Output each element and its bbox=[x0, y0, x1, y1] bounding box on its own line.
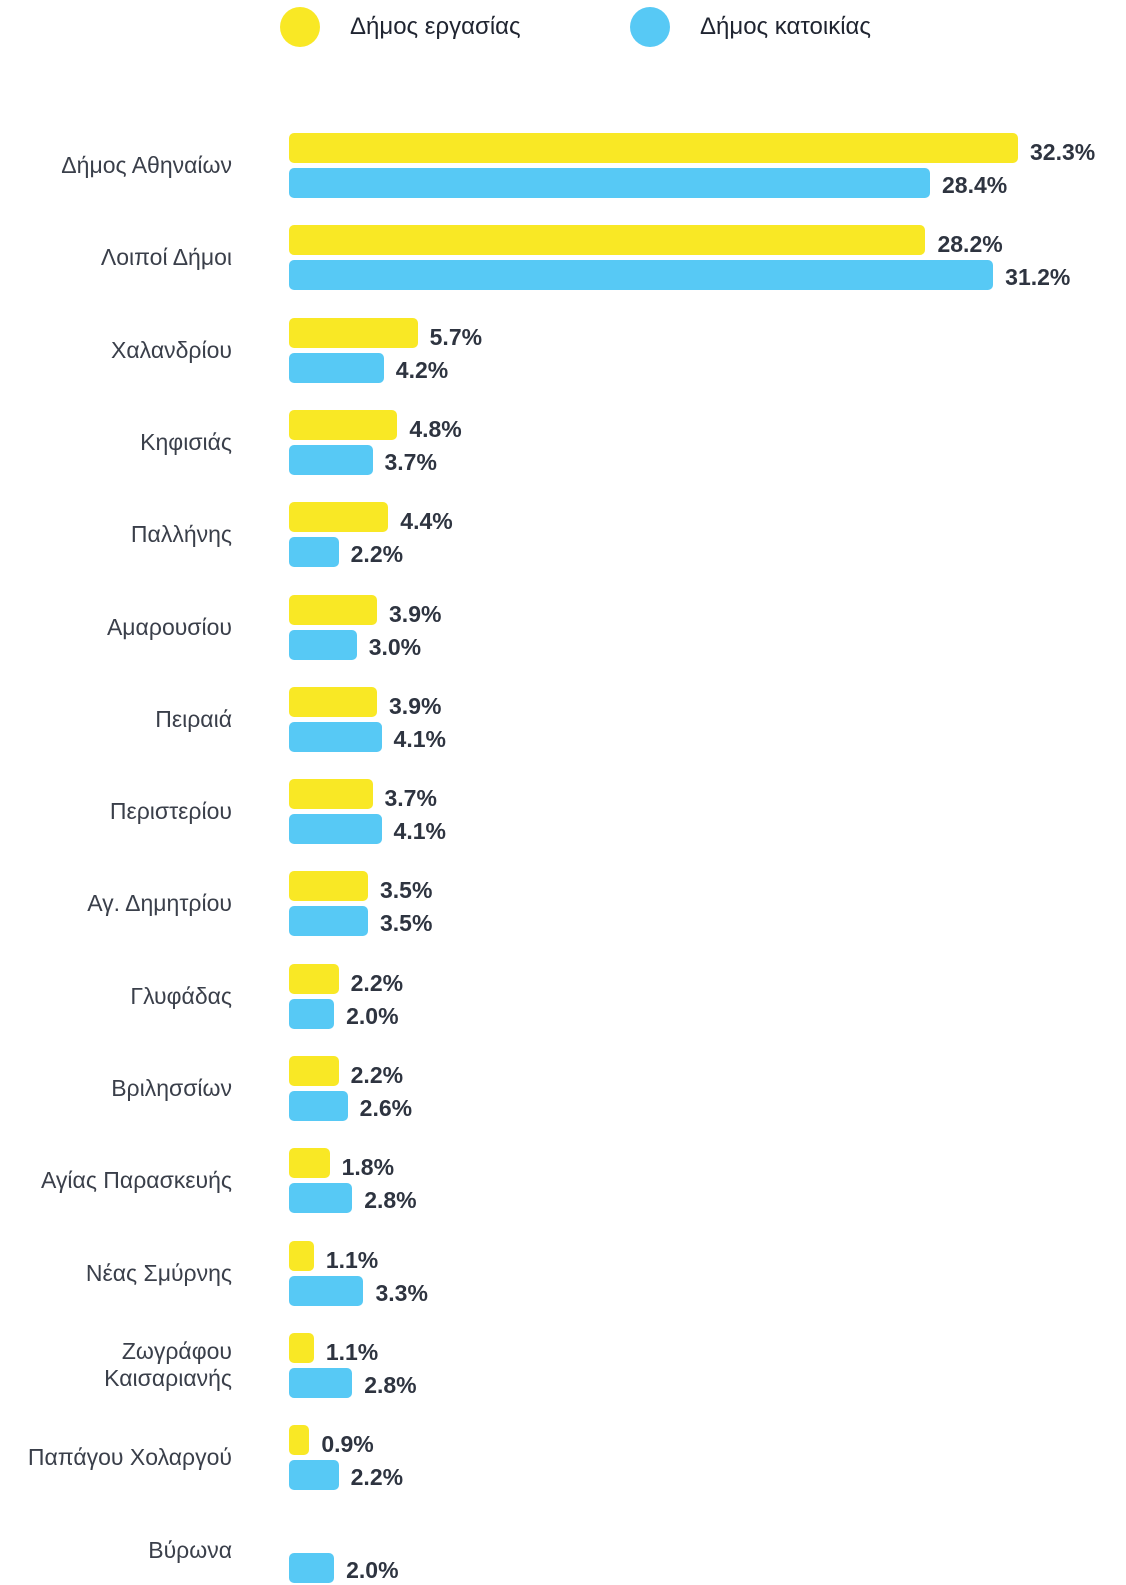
category-label: Γλυφάδας bbox=[130, 982, 232, 1009]
bar bbox=[289, 1367, 353, 1398]
bar bbox=[289, 906, 368, 937]
data-label: 2.2% bbox=[350, 1464, 404, 1491]
category-label: Πειραιά bbox=[155, 705, 232, 732]
data-label: 4.2% bbox=[395, 356, 449, 383]
bar bbox=[289, 260, 994, 291]
legend-marker bbox=[280, 7, 320, 47]
bar bbox=[289, 352, 384, 383]
category-label: Περιστερίου bbox=[109, 798, 232, 825]
bar bbox=[289, 871, 368, 902]
data-label: 28.2% bbox=[937, 231, 1003, 258]
data-label: 2.8% bbox=[364, 1371, 417, 1398]
data-label: 32.3% bbox=[1030, 139, 1096, 165]
bar bbox=[289, 1332, 314, 1363]
bar bbox=[289, 1240, 314, 1271]
category-label: Κηφισιάς bbox=[140, 428, 232, 455]
category-label: Βριλησσίων bbox=[111, 1075, 232, 1101]
data-label: 0.9% bbox=[321, 1431, 374, 1458]
bar bbox=[289, 168, 930, 198]
category-label: Λοιποί Δήμοι bbox=[100, 244, 232, 271]
bar bbox=[289, 1460, 339, 1491]
bar bbox=[289, 502, 389, 533]
bar bbox=[289, 133, 1018, 163]
bar bbox=[289, 317, 418, 348]
category-label: Αγίας Παρασκευής bbox=[41, 1167, 232, 1194]
category-label: Χαλανδρίου bbox=[111, 336, 232, 363]
data-label: 2.8% bbox=[364, 1187, 417, 1214]
category-label: Αγ. Δημητρίου bbox=[87, 890, 232, 917]
bar bbox=[289, 1148, 330, 1179]
data-label: 3.3% bbox=[375, 1279, 428, 1306]
category-label: Αμαρουσίου bbox=[106, 613, 232, 640]
legend-marker bbox=[630, 7, 670, 47]
data-label: 4.4% bbox=[400, 508, 453, 535]
data-label: 3.9% bbox=[389, 600, 442, 627]
bar bbox=[289, 225, 926, 256]
bar bbox=[289, 1425, 310, 1456]
bar bbox=[289, 1552, 335, 1583]
bar bbox=[289, 998, 335, 1029]
data-label: 3.5% bbox=[379, 877, 433, 904]
data-label: 2.2% bbox=[350, 541, 404, 568]
category-label: Δήμος Αθηναίων bbox=[61, 152, 232, 178]
data-label: 2.2% bbox=[350, 969, 404, 996]
bar bbox=[289, 1275, 364, 1306]
data-label: 1.1% bbox=[325, 1338, 379, 1365]
bar bbox=[289, 537, 339, 568]
bar bbox=[289, 594, 378, 625]
data-label: 31.2% bbox=[1005, 264, 1071, 291]
data-label: 3.7% bbox=[384, 785, 437, 812]
data-label: 3.9% bbox=[389, 692, 442, 719]
legend-label: Δήμος κατοικίας bbox=[700, 13, 871, 40]
bar bbox=[289, 1091, 348, 1121]
bar bbox=[289, 814, 382, 845]
data-label: 3.7% bbox=[384, 448, 437, 475]
category-label: Ζωγράφου Καισαριανής bbox=[104, 1338, 232, 1392]
data-label: 28.4% bbox=[941, 172, 1008, 198]
data-label: 1.8% bbox=[341, 1154, 395, 1181]
data-label: 4.8% bbox=[409, 415, 462, 442]
bar bbox=[289, 779, 373, 810]
data-label: 2.0% bbox=[346, 1556, 399, 1583]
bar bbox=[289, 409, 398, 440]
data-label: 2.0% bbox=[346, 1002, 399, 1029]
data-label: 1.1% bbox=[325, 1246, 379, 1273]
category-label: Βύρωνα bbox=[148, 1536, 232, 1563]
bar bbox=[289, 963, 339, 994]
data-label: 4.1% bbox=[393, 818, 446, 845]
bar bbox=[289, 1056, 339, 1086]
data-label: 3.5% bbox=[379, 910, 433, 937]
legend-label: Δήμος εργασίας bbox=[350, 13, 521, 40]
bar bbox=[289, 721, 382, 752]
category-label: Παπάγου Χολαργού bbox=[27, 1444, 232, 1471]
data-label: 5.7% bbox=[429, 323, 483, 350]
bar bbox=[289, 629, 357, 660]
bar bbox=[289, 1183, 353, 1214]
data-label: 2.6% bbox=[359, 1095, 413, 1121]
category-label: Νέας Σμύρνης bbox=[85, 1259, 232, 1286]
category-label: Παλλήνης bbox=[130, 521, 232, 548]
bar bbox=[289, 444, 373, 475]
data-label: 2.2% bbox=[350, 1062, 404, 1088]
bar bbox=[289, 686, 378, 717]
data-label: 4.1% bbox=[393, 725, 446, 752]
data-label: 3.0% bbox=[368, 633, 422, 660]
